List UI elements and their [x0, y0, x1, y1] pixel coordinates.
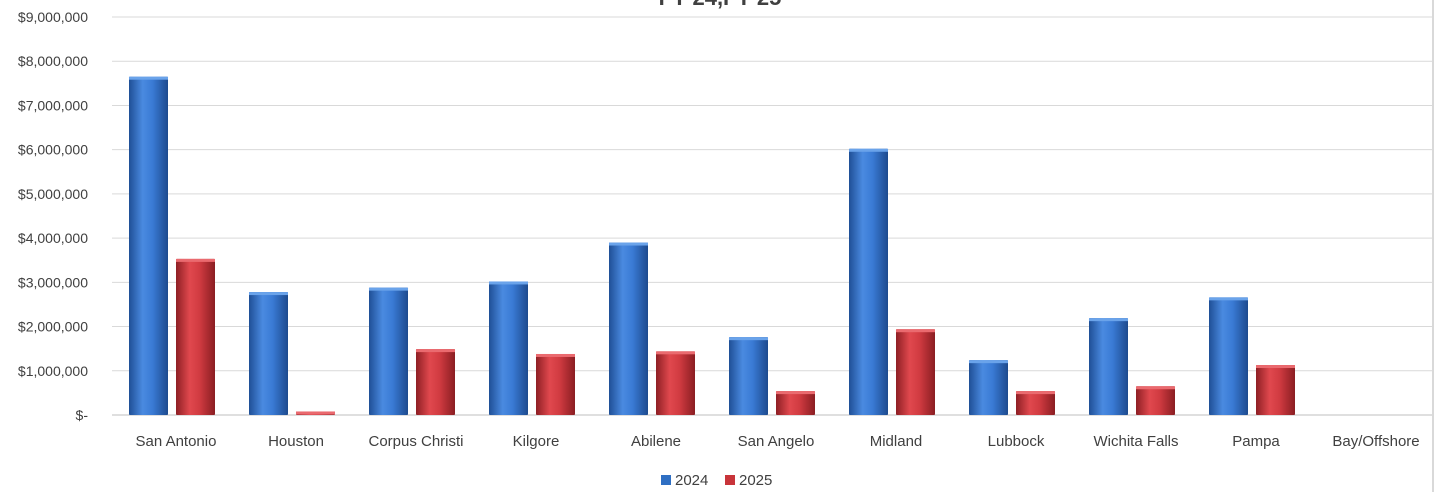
bar-cap [176, 258, 215, 262]
x-axis-ticks: San Antonio Houston Corpus Christi Kilgore A… [136, 433, 1420, 450]
bar-2024-san-angelo [729, 337, 768, 415]
bar-body [536, 353, 575, 415]
x-tick-label: Wichita Falls [1093, 433, 1178, 450]
y-tick-label: $2,000,000 [18, 319, 88, 335]
x-tick-label: San Angelo [738, 433, 815, 450]
y-tick-label: $8,000,000 [18, 53, 88, 69]
x-tick-label: Pampa [1232, 433, 1280, 450]
bar-body [416, 349, 455, 415]
legend-label: 2025 [739, 472, 772, 489]
bar-body [1256, 365, 1295, 415]
bar-2025-midland [896, 329, 935, 415]
bar-cap [609, 242, 648, 246]
bar-2025-kilgore [536, 353, 575, 415]
bar-cap [296, 411, 335, 415]
bar-cap [729, 337, 768, 341]
bar-2025-wichita-falls [1136, 386, 1175, 415]
gridlines [112, 16, 1432, 416]
y-tick-label: $1,000,000 [18, 363, 88, 379]
x-tick-label: Bay/Offshore [1332, 433, 1419, 450]
legend-label: 2024 [675, 472, 708, 489]
bar-body [656, 351, 695, 415]
bar-body [1089, 318, 1128, 415]
x-tick-label: Corpus Christi [368, 433, 463, 450]
bar-2024-kilgore [489, 281, 528, 415]
y-tick-label: $- [76, 407, 89, 423]
bar-2024-corpus-christi [369, 287, 408, 415]
bar-cap [489, 281, 528, 285]
legend-swatch-2025 [725, 475, 735, 485]
bar-2024-midland [849, 148, 888, 415]
bar-cap [369, 287, 408, 291]
bar-2025-abilene [656, 351, 695, 415]
bar-body [776, 391, 815, 415]
bar-cap [849, 148, 888, 152]
bar-body [896, 329, 935, 415]
bar-cap [249, 292, 288, 296]
bar-2025-san-antonio [176, 258, 215, 415]
bar-cap [416, 349, 455, 353]
y-tick-label: $3,000,000 [18, 274, 88, 290]
bar-body [249, 292, 288, 415]
bar-2024-lubbock [969, 360, 1008, 415]
bar-2025-lubbock [1016, 391, 1055, 415]
bar-2024-abilene [609, 242, 648, 415]
bar-2024-houston [249, 292, 288, 415]
bar-body [369, 287, 408, 415]
y-tick-label: $5,000,000 [18, 186, 88, 202]
bar-body [969, 360, 1008, 415]
y-tick-label: $4,000,000 [18, 230, 88, 246]
bar-cap [1209, 297, 1248, 301]
bar-cap [129, 76, 168, 80]
bars [129, 76, 1295, 415]
bar-cap [656, 351, 695, 355]
legend-swatch-2024 [661, 475, 671, 485]
bar-2024-pampa [1209, 297, 1248, 415]
bar-body [849, 148, 888, 415]
bar-body [609, 242, 648, 415]
x-tick-label: Abilene [631, 433, 681, 450]
bar-cap [1089, 318, 1128, 322]
bar-2025-san-angelo [776, 391, 815, 415]
bar-cap [1136, 386, 1175, 390]
bar-body [176, 258, 215, 415]
chart-border-right [1432, 0, 1434, 492]
bar-2024-wichita-falls [1089, 318, 1128, 415]
x-tick-label: Lubbock [988, 433, 1045, 450]
y-axis-ticks: $- $1,000,000 $2,000,000 $3,000,000 $4,000,0… [18, 9, 88, 423]
x-tick-label: Houston [268, 433, 324, 450]
bar-2025-pampa [1256, 365, 1295, 415]
bar-cap [536, 353, 575, 357]
x-tick-label: Midland [870, 433, 923, 450]
bar-2025-houston [296, 411, 335, 415]
bar-cap [969, 360, 1008, 364]
bar-2024-san-antonio [129, 76, 168, 415]
bar-body [1016, 391, 1055, 415]
x-tick-label: San Antonio [136, 433, 217, 450]
bar-body [1209, 297, 1248, 415]
legend: 2024 2025 [661, 472, 772, 489]
y-tick-label: $6,000,000 [18, 142, 88, 158]
chart-title: FY 24,FY 25 [659, 0, 782, 10]
bar-body [129, 76, 168, 415]
y-tick-label: $7,000,000 [18, 97, 88, 113]
bar-body [489, 281, 528, 415]
bar-body [1136, 386, 1175, 415]
bar-cap [1256, 365, 1295, 369]
bar-cap [776, 391, 815, 395]
bar-body [729, 337, 768, 415]
bar-cap [1016, 391, 1055, 395]
x-tick-label: Kilgore [513, 433, 560, 450]
y-tick-label: $9,000,000 [18, 9, 88, 25]
bar-2025-corpus-christi [416, 349, 455, 415]
bar-cap [896, 329, 935, 333]
